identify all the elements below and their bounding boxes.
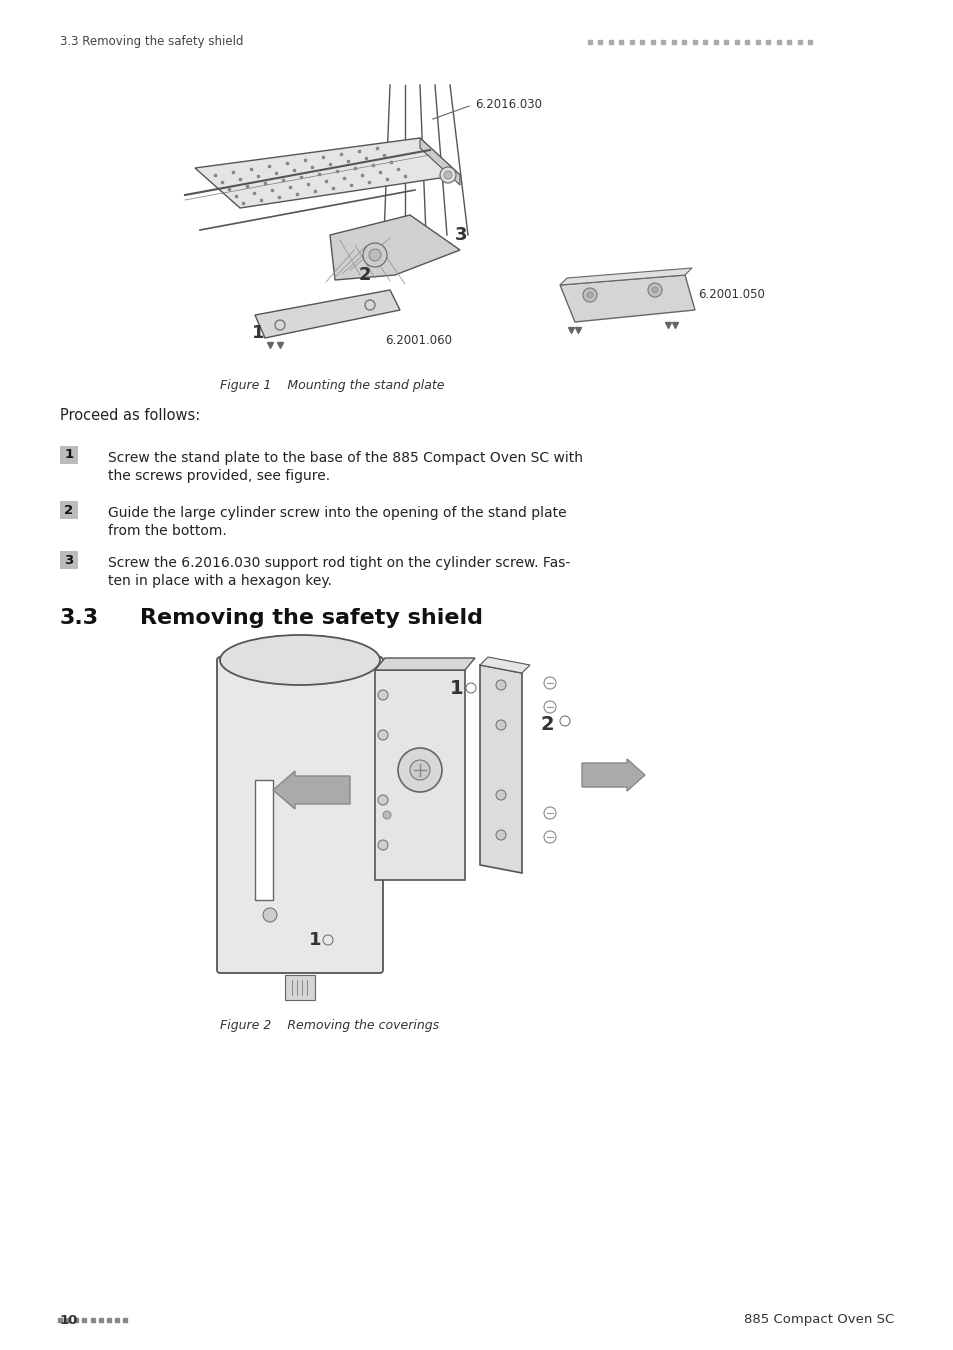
Text: 3: 3 bbox=[64, 554, 73, 567]
Circle shape bbox=[586, 292, 593, 298]
Text: 2: 2 bbox=[539, 716, 554, 734]
Text: 3: 3 bbox=[455, 225, 467, 244]
FancyBboxPatch shape bbox=[60, 551, 78, 568]
Circle shape bbox=[496, 680, 505, 690]
Text: 6.2001.050: 6.2001.050 bbox=[698, 289, 764, 301]
Circle shape bbox=[363, 243, 387, 267]
Circle shape bbox=[263, 909, 276, 922]
Circle shape bbox=[410, 760, 430, 780]
Polygon shape bbox=[559, 269, 691, 285]
Circle shape bbox=[496, 790, 505, 801]
Polygon shape bbox=[479, 666, 521, 873]
Polygon shape bbox=[419, 138, 459, 185]
Circle shape bbox=[582, 288, 597, 302]
Text: Proceed as follows:: Proceed as follows: bbox=[60, 408, 200, 423]
Bar bbox=[254, 780, 273, 900]
Text: 2: 2 bbox=[65, 504, 73, 517]
Circle shape bbox=[647, 284, 661, 297]
Circle shape bbox=[397, 748, 441, 792]
Text: Screw the stand plate to the base of the 885 Compact Oven SC with
the screws pro: Screw the stand plate to the base of the… bbox=[108, 451, 582, 483]
Polygon shape bbox=[479, 657, 530, 674]
Polygon shape bbox=[559, 275, 695, 323]
FancyBboxPatch shape bbox=[60, 446, 78, 464]
Text: 3.3 Removing the safety shield: 3.3 Removing the safety shield bbox=[60, 35, 243, 49]
FancyArrow shape bbox=[581, 759, 644, 791]
Text: 885 Compact Oven SC: 885 Compact Oven SC bbox=[743, 1314, 893, 1327]
Text: 10: 10 bbox=[60, 1314, 78, 1327]
FancyBboxPatch shape bbox=[60, 501, 78, 518]
Text: 2: 2 bbox=[358, 266, 371, 283]
Polygon shape bbox=[254, 290, 399, 338]
Circle shape bbox=[439, 167, 456, 184]
Circle shape bbox=[496, 720, 505, 730]
Text: Figure 1    Mounting the stand plate: Figure 1 Mounting the stand plate bbox=[220, 379, 444, 393]
Polygon shape bbox=[375, 657, 475, 670]
Circle shape bbox=[377, 730, 388, 740]
Text: 1: 1 bbox=[65, 448, 73, 462]
Bar bbox=[285, 975, 314, 1000]
Text: 6.2016.030: 6.2016.030 bbox=[475, 99, 541, 112]
Text: Figure 2    Removing the coverings: Figure 2 Removing the coverings bbox=[220, 1018, 438, 1031]
Circle shape bbox=[443, 171, 452, 180]
Circle shape bbox=[377, 690, 388, 701]
Text: 1: 1 bbox=[450, 679, 463, 698]
Circle shape bbox=[377, 840, 388, 850]
Text: 6.2001.060: 6.2001.060 bbox=[385, 333, 452, 347]
FancyArrow shape bbox=[273, 771, 350, 809]
Circle shape bbox=[496, 830, 505, 840]
Text: Screw the 6.2016.030 support rod tight on the cylinder screw. Fas-
ten in place : Screw the 6.2016.030 support rod tight o… bbox=[108, 556, 570, 589]
Circle shape bbox=[377, 795, 388, 805]
Circle shape bbox=[651, 288, 658, 293]
Text: 3.3: 3.3 bbox=[60, 608, 99, 628]
Ellipse shape bbox=[220, 634, 379, 684]
Text: 1: 1 bbox=[252, 324, 264, 342]
Circle shape bbox=[382, 811, 391, 819]
Text: Guide the large cylinder screw into the opening of the stand plate
from the bott: Guide the large cylinder screw into the … bbox=[108, 506, 566, 539]
Bar bbox=[375, 670, 464, 880]
Text: Removing the safety shield: Removing the safety shield bbox=[140, 608, 482, 628]
Text: 1: 1 bbox=[309, 931, 321, 949]
Polygon shape bbox=[330, 215, 459, 279]
Polygon shape bbox=[194, 138, 459, 208]
Circle shape bbox=[369, 248, 380, 261]
FancyBboxPatch shape bbox=[216, 657, 382, 973]
